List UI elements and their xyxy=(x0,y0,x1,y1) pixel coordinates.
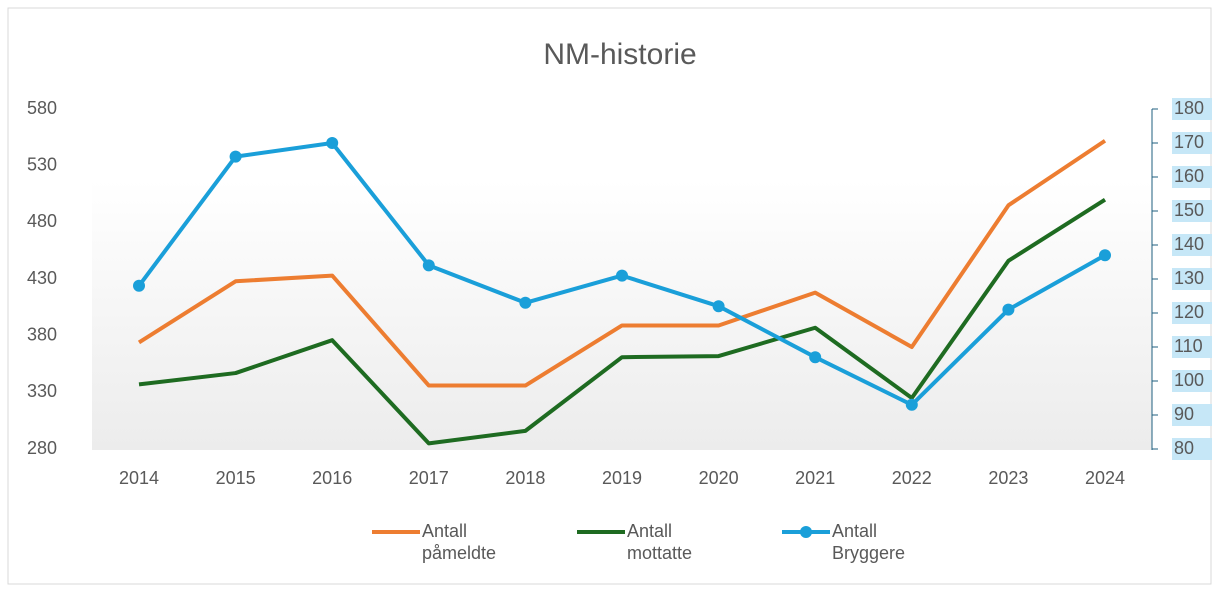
y-tick-label: 480 xyxy=(27,211,57,231)
series-line xyxy=(137,139,1107,388)
series-marker xyxy=(326,137,339,149)
y2-tick-label: 120 xyxy=(1174,302,1204,322)
y-tick-label: 330 xyxy=(27,381,57,401)
y2-tick-highlight xyxy=(1172,200,1212,222)
y2-tick-highlight xyxy=(1172,268,1212,290)
legend-marker xyxy=(800,526,812,538)
y2-tick-label: 110 xyxy=(1174,336,1203,356)
x-tick-label: 2024 xyxy=(1085,468,1125,488)
series-marker xyxy=(422,259,435,272)
x-tick-label: 2015 xyxy=(216,468,256,488)
y2-tick-highlight xyxy=(1172,438,1212,460)
y2-tick-label: 180 xyxy=(1174,98,1204,118)
x-tick-label: 2016 xyxy=(312,468,352,488)
y2-tick-highlight xyxy=(1172,132,1212,154)
series-marker xyxy=(712,300,725,313)
x-tick-label: 2020 xyxy=(699,468,739,488)
x-tick-label: 2022 xyxy=(892,468,932,488)
x-tick-label: 2017 xyxy=(409,468,449,488)
series-marker xyxy=(1002,303,1015,316)
chart-title: NM-historie xyxy=(543,38,696,71)
legend-label: Antall påmeldte xyxy=(422,521,497,563)
y-tick-label: 280 xyxy=(27,438,57,458)
legend-swatch xyxy=(372,530,420,534)
legend: Antall påmeldte Antall mottatte Antall Bry… xyxy=(370,521,985,564)
series-marker xyxy=(616,269,628,282)
y-tick-label: 530 xyxy=(27,154,57,174)
y2-tick-label: 130 xyxy=(1174,268,1204,288)
y2-tick-label: 80 xyxy=(1174,438,1194,458)
legend-label: Antall Bryggere xyxy=(832,521,906,563)
y-tick-label: 580 xyxy=(27,98,57,118)
x-tick-label: 2019 xyxy=(602,468,642,488)
y2-tick-label: 100 xyxy=(1174,370,1204,390)
y2-tick-label: 160 xyxy=(1174,166,1204,186)
series-marker xyxy=(519,296,532,309)
legend-swatch xyxy=(782,526,830,538)
y2-tick-highlight xyxy=(1172,370,1212,392)
y2-tick-highlight xyxy=(1172,166,1212,188)
plot-background xyxy=(92,180,1152,450)
y2-tick-label: 140 xyxy=(1174,234,1204,254)
y2-tick-highlight xyxy=(1172,98,1212,120)
y2-tick-label: 150 xyxy=(1174,200,1204,220)
y2-tick-highlight xyxy=(1172,302,1212,324)
series-line xyxy=(138,197,1107,446)
legend-swatch xyxy=(577,530,625,534)
y2-tick-highlight xyxy=(1172,404,1212,426)
y2-tick-label: 170 xyxy=(1174,132,1204,152)
legend-item: Antall påmeldte xyxy=(370,521,575,564)
x-tick-label: 2014 xyxy=(119,468,159,488)
series-marker xyxy=(229,150,242,163)
series-marker xyxy=(1099,249,1111,262)
y2-tick-label: 90 xyxy=(1174,404,1194,424)
legend-item: Antall Bryggere xyxy=(780,521,985,564)
series-marker xyxy=(809,351,822,364)
y2-tick-highlight xyxy=(1172,234,1212,256)
y2-tick-highlight xyxy=(1172,336,1212,358)
legend-label: Antall mottatte xyxy=(627,521,693,563)
x-tick-label: 2018 xyxy=(505,468,545,488)
x-tick-label: 2023 xyxy=(988,468,1028,488)
series-marker xyxy=(905,398,918,411)
series-marker xyxy=(133,279,145,292)
y-tick-label: 380 xyxy=(27,324,57,344)
legend-item: Antall mottatte xyxy=(575,521,780,564)
y-tick-label: 430 xyxy=(27,268,57,288)
x-tick-label: 2021 xyxy=(795,468,835,488)
